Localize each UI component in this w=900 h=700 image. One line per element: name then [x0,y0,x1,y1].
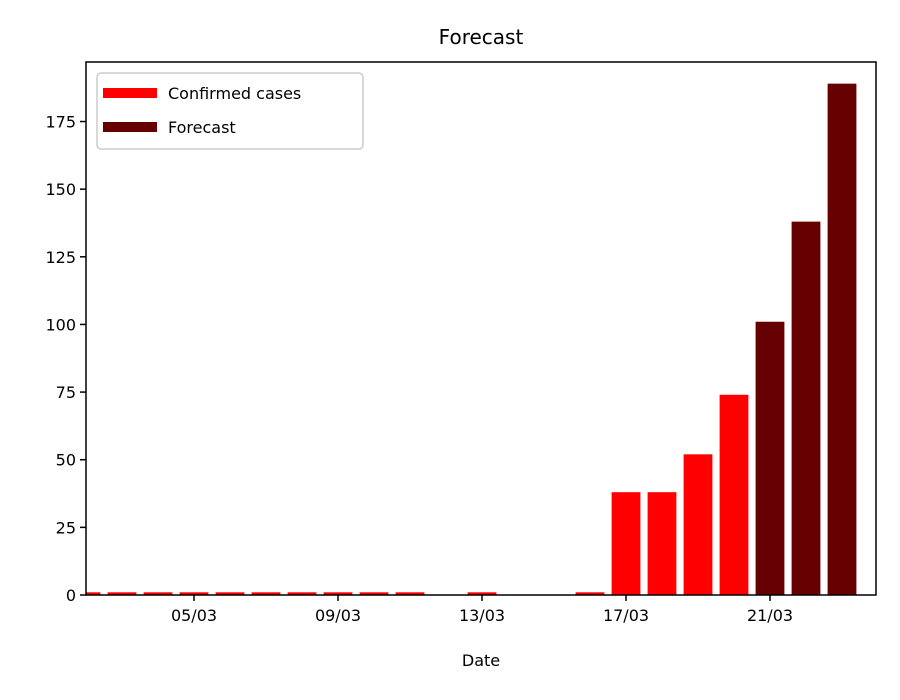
x-tick-label: 05/03 [171,606,217,625]
bar-confirmed-cases-11-03 [395,592,425,595]
legend: Confirmed cases Forecast [96,72,364,150]
x-axis: 05/03 09/03 13/03 17/03 21/03 [171,595,793,625]
bar-confirmed-cases-17-03 [611,492,641,595]
bar-confirmed-cases-04-03 [143,592,173,595]
x-tick-label: 21/03 [747,606,793,625]
x-tick-label: 13/03 [459,606,505,625]
bar-confirmed-cases-13-03 [467,592,497,595]
bar-confirmed-cases-03-03 [107,592,137,595]
y-axis: 0 25 50 75 100 125 150 175 [45,113,86,605]
plot-frame [85,61,877,596]
legend-frame [96,72,364,150]
bar-confirmed-cases-20-03 [719,394,749,595]
y-tick-label: 150 [45,180,76,199]
bar-confirmed-cases-19-03 [683,454,713,595]
bar-confirmed-cases-02-03 [86,592,101,595]
y-tick-label: 50 [56,451,76,470]
bar-forecast-21-03 [755,321,785,595]
bar-forecast-22-03 [791,221,821,595]
y-tick-label: 0 [66,586,76,605]
x-tick-label: 17/03 [603,606,649,625]
bar-confirmed-cases-06-03 [215,592,245,595]
legend-swatch-2 [103,122,157,132]
bar-confirmed-cases-09-03 [323,592,353,595]
bar-confirmed-cases-16-03 [575,592,605,595]
legend-label-2: Forecast [168,118,236,137]
y-tick-label: 100 [45,315,76,334]
y-tick-label: 75 [56,383,76,402]
chart-title: Forecast [439,25,524,49]
bar-confirmed-cases-07-03 [251,592,281,595]
legend-label-1: Confirmed cases [168,84,301,103]
bar-confirmed-cases-05-03 [179,592,209,595]
x-tick-label: 09/03 [315,606,361,625]
bars-layer [86,83,857,595]
y-tick-label: 125 [45,248,76,267]
bar-forecast-23-03 [827,83,857,595]
bar-confirmed-cases-18-03 [647,492,677,595]
legend-swatch-1 [103,88,157,98]
bar-confirmed-cases-10-03 [359,592,389,595]
bar-confirmed-cases-08-03 [287,592,317,595]
y-tick-label: 175 [45,113,76,132]
y-tick-label: 25 [56,518,76,537]
x-axis-label: Date [462,651,500,670]
